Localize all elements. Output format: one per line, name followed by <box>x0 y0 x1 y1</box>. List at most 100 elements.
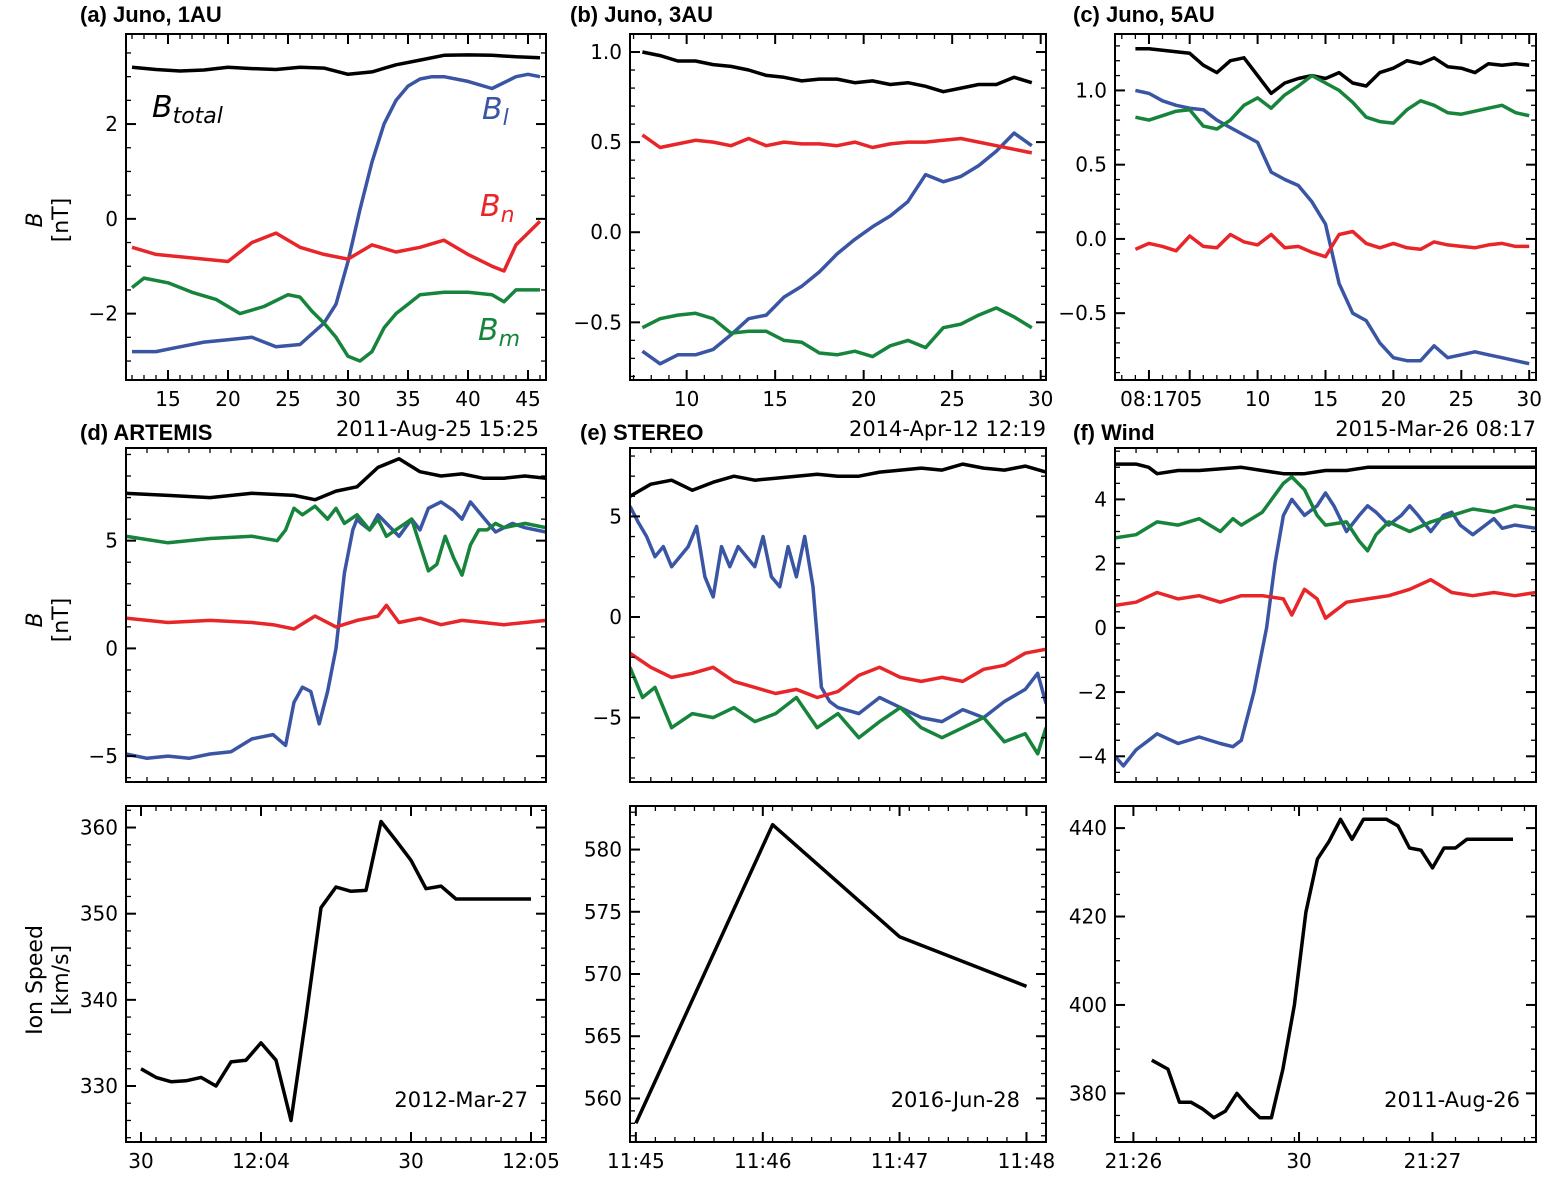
ytick-label-b: −0.5 <box>573 310 622 334</box>
axes-frame-e <box>629 447 1047 783</box>
xtick-label-h: 11:48 <box>998 1149 1056 1173</box>
panel-c-title: (c) Juno, 5AU <box>1073 2 1215 27</box>
ytick-label-h: 570 <box>584 962 622 986</box>
ytick-label-f: 4 <box>1094 487 1107 511</box>
series-c-total <box>1135 47 1530 96</box>
panel-b: 1.0 0.5 0.0 −0.5 10 15 20 25 30 <box>573 33 1053 411</box>
xtick-label-c: 25 <box>1449 387 1474 411</box>
ytick-label-h: 565 <box>584 1024 622 1048</box>
series-d-l <box>126 500 546 761</box>
xtick-label-c: 20 <box>1381 387 1406 411</box>
xtick-label-a: 40 <box>455 387 480 411</box>
series-i-ion-speed <box>1150 817 1513 1120</box>
series-f-total <box>1115 462 1536 476</box>
series-f-n <box>1115 577 1536 620</box>
series-a-m <box>130 276 540 363</box>
ytick-label-b: 1.0 <box>590 40 622 64</box>
xtick-label-i: 21:26 <box>1105 1149 1163 1173</box>
ytick-label-g: 340 <box>80 988 118 1012</box>
label-bl: Bl <box>482 92 509 131</box>
panel-g: 360 350 340 330 30 12:04 30 12:05 <box>80 805 560 1173</box>
panel-i-date: 2011-Aug-26 <box>1384 1088 1520 1112</box>
panel-h-date: 2016-Jun-28 <box>891 1088 1020 1112</box>
series-f-m <box>1115 475 1536 553</box>
xtick-label-b: 25 <box>939 387 964 411</box>
series-c-n <box>1134 229 1530 259</box>
xtick-label-c: 15 <box>1313 387 1338 411</box>
panel-f-title: (f) Wind <box>1073 420 1155 445</box>
panel-b-date: 2014-Apr-12 12:19 <box>849 417 1046 441</box>
xtick-label-b: 30 <box>1028 387 1053 411</box>
ytick-label-e: 0 <box>609 605 622 629</box>
xtick-label-g: 30 <box>128 1149 153 1173</box>
axes-frame-i <box>1114 805 1537 1143</box>
series-e-n <box>630 647 1046 700</box>
ylabel-b-mid: B <box>23 612 48 627</box>
ytick-label-a: −2 <box>89 302 118 326</box>
panel-h: 580 575 570 565 560 11:45 11:46 11:47 11:48 <box>584 805 1056 1173</box>
series-e-l <box>630 505 1046 724</box>
ytick-label-g: 360 <box>80 816 118 840</box>
series-d-n <box>126 603 546 631</box>
xtick-label-g: 12:05 <box>502 1149 560 1173</box>
ylabel-unit-kms: [km/s] <box>49 945 74 1015</box>
ytick-label-b: 0.5 <box>590 130 622 154</box>
ytick-label-c: 0.0 <box>1075 227 1107 251</box>
xtick-label-h: 11:45 <box>607 1149 665 1173</box>
panel-a-title: (a) Juno, 1AU <box>80 2 222 27</box>
ytick-label-h: 580 <box>584 838 622 862</box>
ytick-label-h: 575 <box>584 900 622 924</box>
xtick-label-b: 15 <box>762 387 787 411</box>
ylabel-unit-top: [nT] <box>49 198 74 243</box>
series-b-n <box>641 133 1033 155</box>
ytick-label-f: −2 <box>1078 680 1107 704</box>
xtick-label-i: 30 <box>1286 1149 1311 1173</box>
series-a-l <box>132 72 541 354</box>
ytick-label-d: 5 <box>105 529 118 553</box>
ytick-label-i: 400 <box>1069 993 1107 1017</box>
ytick-label-d: −5 <box>89 744 118 768</box>
ytick-label-e: 5 <box>609 504 622 528</box>
ylabel-b-top: B <box>23 212 48 227</box>
series-f-l <box>1115 491 1536 768</box>
ytick-label-b: 0.0 <box>590 220 622 244</box>
xtick-label-a: 30 <box>335 387 360 411</box>
ytick-label-i: 440 <box>1069 816 1107 840</box>
xtick-label-h: 11:46 <box>734 1149 792 1173</box>
xtick-label-a: 20 <box>215 387 240 411</box>
panel-c-date: 2015-Mar-26 08:17 <box>1335 417 1536 441</box>
ytick-label-f: 2 <box>1094 552 1107 576</box>
series-g-ion-speed <box>140 819 531 1123</box>
panel-a-date: 2011-Aug-25 15:25 <box>336 417 539 441</box>
xtick-label-g: 12:04 <box>232 1149 290 1173</box>
xtick-label-a: 45 <box>515 387 540 411</box>
panel-e: 5 0 −5 <box>593 447 1047 783</box>
series-b-m <box>641 306 1033 359</box>
ytick-label-f: 0 <box>1094 616 1107 640</box>
ytick-label-d: 0 <box>105 636 118 660</box>
xtick-label-g: 30 <box>398 1149 423 1173</box>
series-e-total <box>630 462 1046 498</box>
xtick-label-a: 35 <box>395 387 420 411</box>
axes-frame-b <box>629 33 1047 381</box>
panel-g-date: 2012-Mar-27 <box>394 1088 528 1112</box>
series-d-total <box>126 457 546 502</box>
panel-d: 5 0 −5 <box>89 447 547 783</box>
series-c-m <box>1135 73 1530 131</box>
series-b-l <box>641 131 1033 366</box>
ytick-label-e: −5 <box>593 706 622 730</box>
ytick-label-g: 350 <box>80 902 118 926</box>
series-a-n <box>131 219 542 273</box>
ytick-label-i: 380 <box>1069 1081 1107 1105</box>
ytick-label-h: 560 <box>584 1086 622 1110</box>
series-c-l <box>1135 88 1530 366</box>
ylabel-unit-mid: [nT] <box>49 598 74 643</box>
panel-d-title: (d) ARTEMIS <box>80 420 212 445</box>
xtick-label-i: 21:27 <box>1404 1149 1462 1173</box>
ytick-label-i: 420 <box>1069 905 1107 929</box>
ytick-label-c: 0.5 <box>1075 153 1107 177</box>
series-d-m <box>126 504 546 577</box>
xtick-label-h: 11:47 <box>871 1149 929 1173</box>
